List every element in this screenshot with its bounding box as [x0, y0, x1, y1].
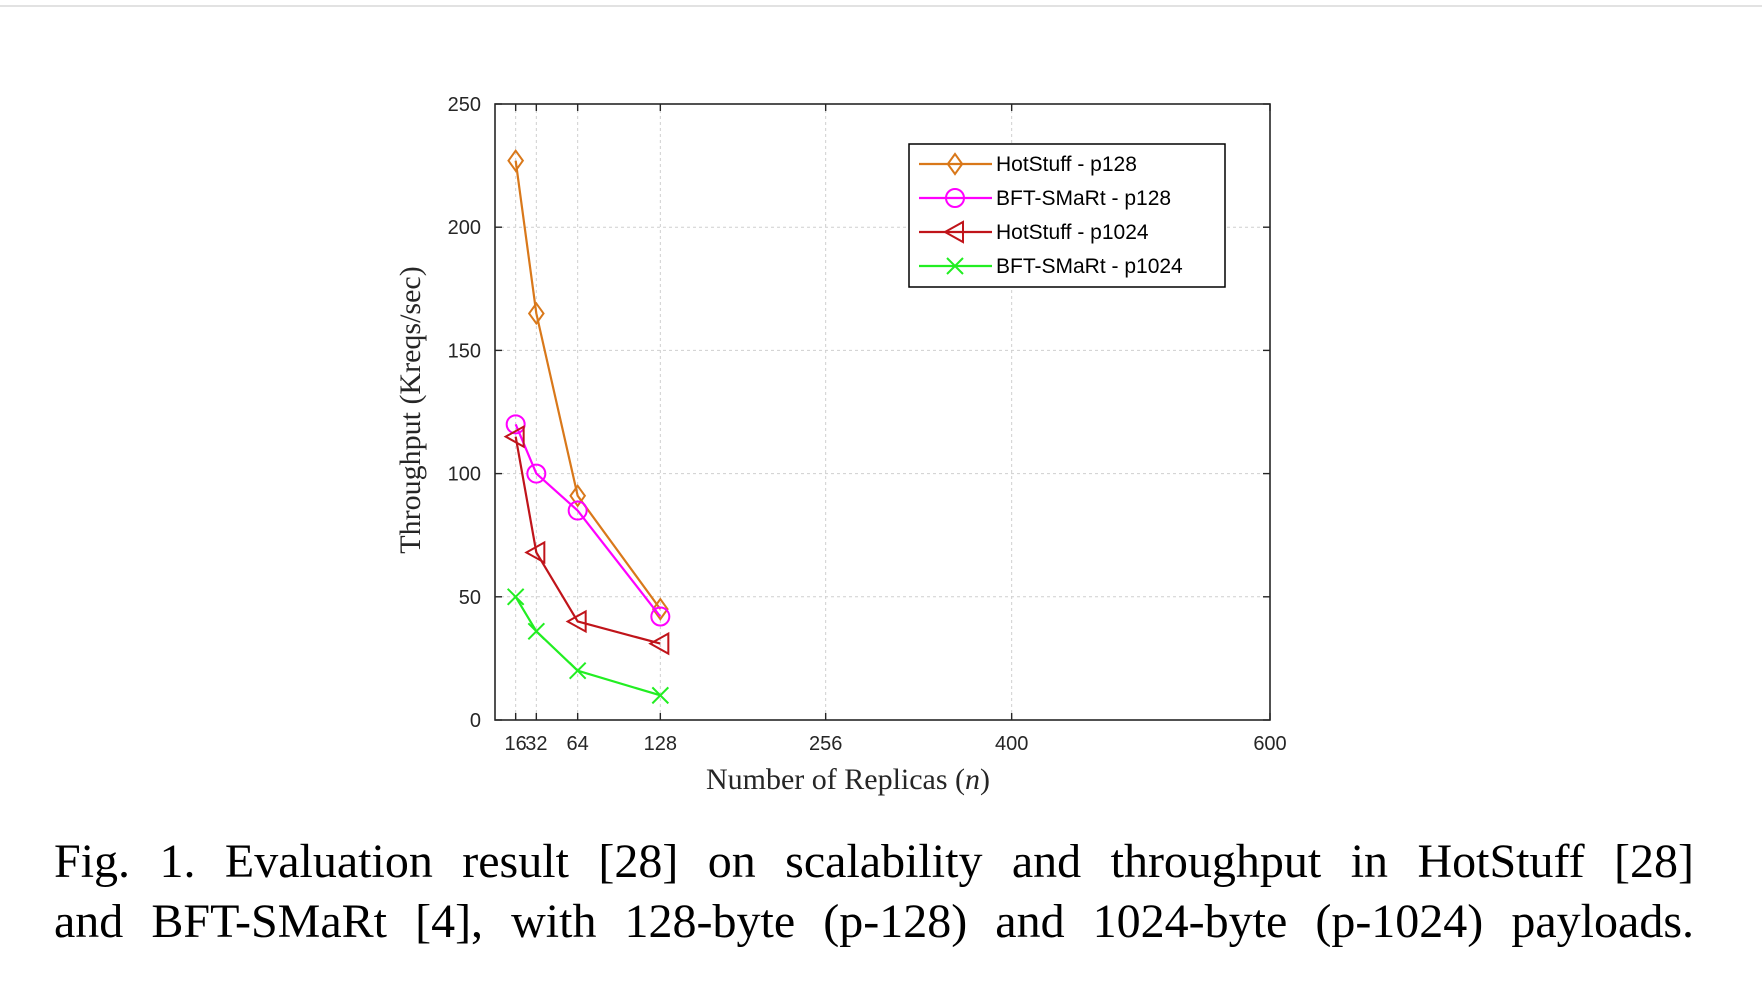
legend-label: BFT-SMaRt - p128: [996, 187, 1171, 210]
y-tick-label: 100: [448, 464, 481, 486]
x-tick-label: 16: [505, 733, 527, 755]
legend-label: BFT-SMaRt - p1024: [996, 255, 1183, 278]
legend-marker: [942, 220, 964, 244]
legend: HotStuff - p128 BFT-SMaRt - p128 HotStuff …: [908, 143, 1226, 288]
legend-marker: [946, 152, 964, 176]
series-1: [507, 148, 669, 621]
data-point: [568, 662, 587, 680]
data-point: [651, 597, 669, 621]
data-point: [524, 540, 546, 565]
x-tick-label: 600: [1253, 733, 1286, 755]
legend-marker: [946, 257, 964, 275]
series-group: [503, 148, 671, 705]
data-point: [650, 606, 671, 627]
legend-entry: BFT-SMaRt - p128: [919, 187, 1171, 210]
y-tick-label: 150: [448, 340, 481, 362]
data-point: [569, 484, 587, 508]
legend-label: HotStuff - p1024: [996, 221, 1149, 244]
plot-area: [494, 103, 1271, 721]
legend-entry: HotStuff - p1024: [919, 220, 1149, 244]
y-tick-label: 200: [448, 217, 481, 239]
series-4: [506, 588, 670, 705]
legend-marker: [945, 188, 965, 208]
caption-line-1: Fig. 1. Evaluation result [28] on scalab…: [54, 835, 1694, 888]
series-line: [514, 596, 661, 697]
data-point: [507, 148, 525, 173]
legend-entry: HotStuff - p128: [919, 152, 1137, 176]
data-point: [527, 622, 546, 641]
x-tick-label: 256: [809, 733, 842, 755]
series-2: [505, 414, 671, 627]
y-tick-label: 50: [459, 587, 481, 609]
series-line: [514, 423, 662, 618]
legend-entry: BFT-SMaRt - p1024: [919, 255, 1183, 278]
y-tick-label: 250: [448, 94, 481, 116]
data-point: [503, 424, 525, 449]
figure-caption: Fig. 1. Evaluation result [28] on scalab…: [54, 832, 1694, 952]
x-tick-label: 64: [567, 733, 589, 755]
legend-box: [908, 143, 1226, 288]
x-tick-label: 400: [995, 733, 1028, 755]
series-line: [514, 436, 661, 645]
data-point: [648, 631, 670, 656]
series-3: [503, 424, 670, 656]
top-rule: [0, 5, 1762, 7]
x-tick-label: 32: [525, 733, 547, 755]
data-point: [527, 301, 545, 326]
data-point: [526, 463, 547, 484]
data-point: [506, 588, 525, 606]
x-axis-label: Number of Replicas (n): [706, 763, 990, 796]
series-line: [514, 160, 662, 610]
caption-line-2: and BFT-SMaRt [4], with 128-byte (p-128)…: [54, 895, 1694, 948]
data-point: [505, 414, 526, 435]
legend-label: HotStuff - p128: [996, 153, 1137, 176]
data-point: [567, 500, 588, 521]
y-tick-label: 0: [470, 710, 481, 732]
y-axis-label: Throughput (Kreqs/sec): [394, 266, 427, 553]
data-point: [651, 686, 670, 705]
data-point: [565, 609, 587, 634]
x-tick-label: 128: [644, 733, 677, 755]
